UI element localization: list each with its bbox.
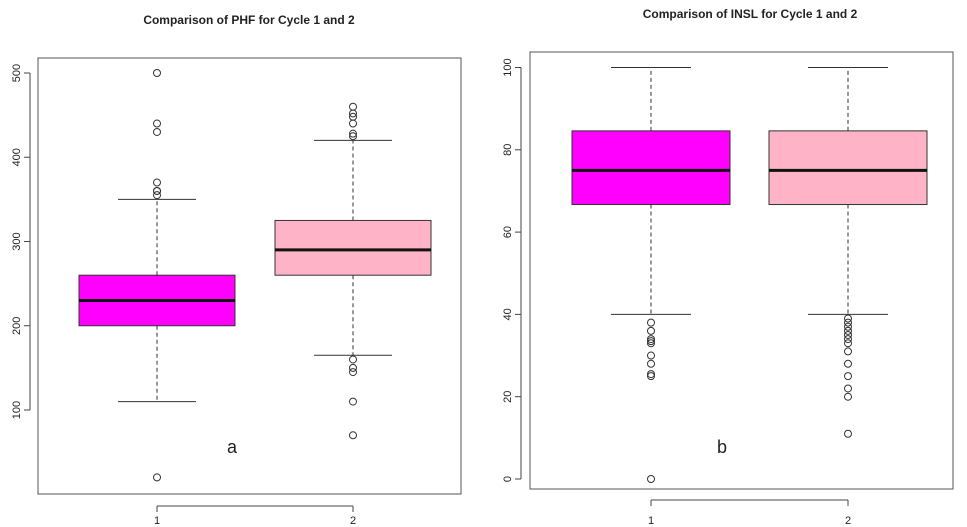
x-tick-label: 2 xyxy=(845,515,851,527)
box-2 xyxy=(768,67,928,438)
panel-label: a xyxy=(227,437,238,457)
outlier-point xyxy=(349,355,357,364)
outlier-point xyxy=(647,335,655,344)
outlier-point xyxy=(349,397,357,406)
outlier-point xyxy=(349,102,357,111)
outlier-point xyxy=(647,370,655,379)
panel-label: b xyxy=(717,437,727,457)
outlier-point xyxy=(349,132,357,141)
outlier-point xyxy=(349,431,357,440)
y-tick-label: 400 xyxy=(11,148,23,166)
outlier-point xyxy=(647,475,655,483)
chart-title: Comparison of INSL for Cycle 1 and 2 xyxy=(643,7,858,21)
outlier-point xyxy=(153,119,161,128)
outlier-point xyxy=(153,127,161,136)
outlier-point xyxy=(349,129,357,138)
outlier-point xyxy=(844,339,852,348)
outlier-point xyxy=(647,359,655,368)
y-tick-label: 80 xyxy=(502,144,514,156)
outlier-point xyxy=(844,326,852,335)
outlier-point xyxy=(153,186,161,195)
outlier-point xyxy=(647,337,655,346)
outlier-point xyxy=(647,318,655,327)
outlier-point xyxy=(153,69,161,77)
outlier-point xyxy=(647,339,655,348)
outlier-point xyxy=(647,372,655,381)
box-group xyxy=(78,69,432,482)
plot-frame xyxy=(37,57,462,495)
outlier-point xyxy=(647,326,655,335)
outlier-point xyxy=(153,178,161,187)
iqr-box xyxy=(571,130,731,206)
iqr-box xyxy=(768,130,928,206)
outlier-point xyxy=(153,191,161,200)
y-tick-label: 0 xyxy=(502,476,514,482)
outlier-point xyxy=(844,322,852,331)
y-tick-label: 200 xyxy=(11,317,23,335)
outlier-point xyxy=(844,330,852,339)
outlier-point xyxy=(844,347,852,356)
y-axis: 100 200 300 400 500 xyxy=(11,64,31,419)
x-tick-label: 1 xyxy=(154,515,160,527)
box-1 xyxy=(571,67,731,483)
box-1 xyxy=(78,69,236,482)
y-tick-label: 500 xyxy=(11,64,23,82)
outlier-point xyxy=(844,372,852,381)
iqr-box xyxy=(274,219,432,276)
outlier-point xyxy=(844,429,852,438)
x-tick-label: 1 xyxy=(648,515,654,527)
y-tick-label: 60 xyxy=(502,226,514,238)
box-2 xyxy=(274,102,432,440)
outlier-point xyxy=(844,359,852,368)
y-tick-label: 20 xyxy=(502,391,514,403)
chart-panel-a: Comparison of PHF for Cycle 1 and 2 100 2… xyxy=(11,13,462,527)
outlier-point xyxy=(844,314,852,323)
x-tick-label: 2 xyxy=(350,515,356,527)
chart-panel-b: Comparison of INSL for Cycle 1 and 2 020… xyxy=(502,7,954,527)
y-tick-label: 100 xyxy=(11,401,23,419)
plot-frame xyxy=(529,51,954,490)
y-tick-label: 100 xyxy=(502,58,514,76)
outlier-point xyxy=(844,392,852,401)
y-axis: 0 20 40 60 80 100 xyxy=(502,58,522,482)
outlier-point xyxy=(349,363,357,372)
outlier-point xyxy=(647,351,655,360)
outlier-point xyxy=(844,335,852,344)
outlier-point xyxy=(349,112,357,121)
outlier-point xyxy=(153,473,161,482)
outlier-point xyxy=(349,119,357,128)
outlier-point xyxy=(844,318,852,327)
chart-title: Comparison of PHF for Cycle 1 and 2 xyxy=(143,13,355,27)
y-tick-label: 40 xyxy=(502,308,514,320)
y-tick-label: 300 xyxy=(11,232,23,250)
outlier-point xyxy=(349,368,357,377)
box-group xyxy=(571,67,928,483)
outlier-point xyxy=(844,384,852,393)
